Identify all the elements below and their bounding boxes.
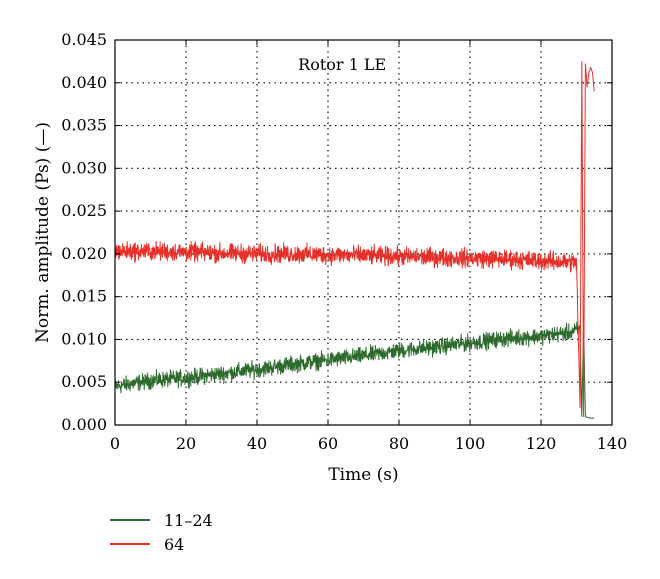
series-lines — [114, 60, 595, 419]
x-tick-label: 120 — [526, 434, 557, 453]
y-tick-label: 0.000 — [61, 415, 107, 434]
y-tick-label: 0.015 — [61, 287, 107, 306]
y-tick-label: 0.045 — [61, 30, 107, 49]
x-tick-label: 100 — [455, 434, 486, 453]
series-line-2 — [114, 60, 595, 417]
y-axis-label: Norm. amplitude (Ps) (—) — [33, 122, 53, 343]
legend: 11–24 64 — [110, 508, 213, 556]
series-line-1 — [114, 321, 595, 419]
y-tick-label: 0.040 — [61, 73, 107, 92]
legend-label-series-2: 64 — [164, 534, 185, 554]
x-tick-label: 40 — [247, 434, 267, 453]
x-tick-label: 0 — [110, 434, 120, 453]
axis-ticks: 0 20 40 60 80 100 120 140 0.000 0.005 0.010 0.015 0.… — [61, 30, 627, 453]
legend-swatch-series-2 — [110, 543, 150, 545]
y-tick-label: 0.020 — [61, 244, 107, 263]
chart-annotation: Rotor 1 LE — [298, 55, 386, 74]
x-tick-label: 80 — [389, 434, 409, 453]
legend-label-series-1: 11–24 — [164, 510, 213, 530]
legend-entry-series-2: 64 — [110, 532, 213, 556]
x-axis-label: Time (s) — [328, 465, 398, 485]
legend-entry-series-1: 11–24 — [110, 508, 213, 532]
y-tick-label: 0.010 — [61, 329, 107, 348]
x-tick-label: 60 — [318, 434, 338, 453]
plot-frame — [114, 39, 613, 426]
x-tick-label: 140 — [597, 434, 628, 453]
y-tick-label: 0.005 — [61, 372, 107, 391]
y-tick-label: 0.030 — [61, 158, 107, 177]
y-tick-label: 0.025 — [61, 201, 107, 220]
y-tick-label: 0.035 — [61, 116, 107, 135]
legend-swatch-series-1 — [110, 519, 150, 521]
grid-lines — [115, 40, 612, 425]
x-tick-label: 20 — [176, 434, 196, 453]
